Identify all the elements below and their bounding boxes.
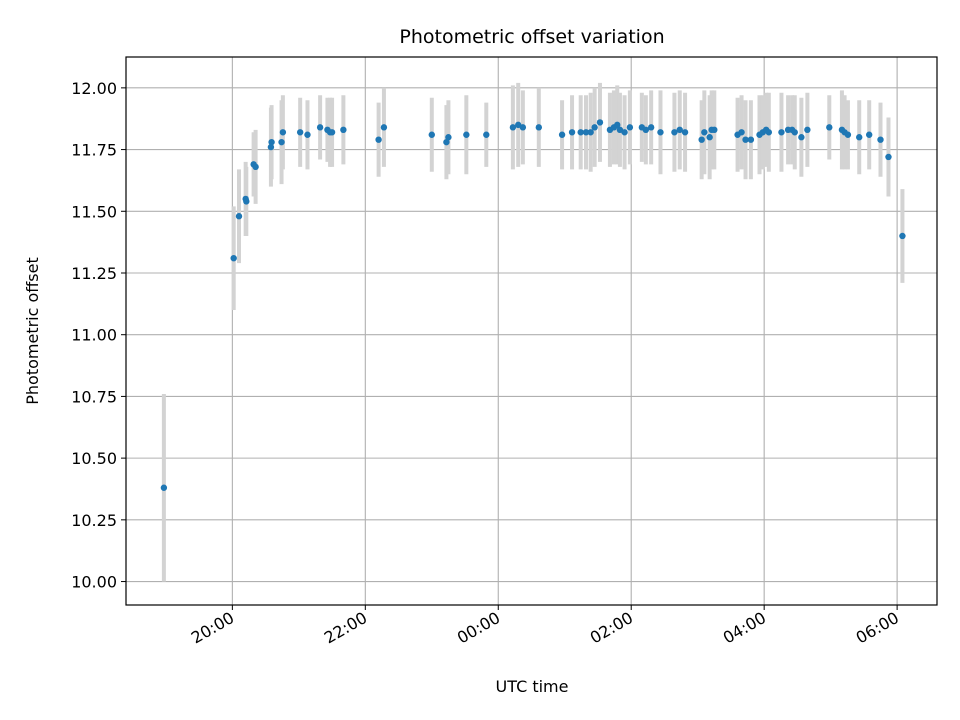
data-point bbox=[596, 119, 604, 126]
y-tick-label: 10.75 bbox=[71, 387, 117, 406]
data-point bbox=[268, 138, 275, 146]
data-point bbox=[676, 126, 683, 134]
data-point bbox=[483, 131, 490, 138]
data-point bbox=[582, 129, 590, 136]
data-point bbox=[267, 143, 275, 151]
data-point bbox=[252, 163, 259, 171]
data-point bbox=[701, 129, 708, 136]
data-point bbox=[747, 136, 755, 143]
data-point bbox=[657, 129, 664, 136]
data-point bbox=[577, 129, 584, 136]
chart-title: Photometric offset variation bbox=[399, 26, 664, 48]
y-tick-label: 10.00 bbox=[71, 573, 117, 592]
data-point bbox=[791, 129, 798, 136]
x-tick-label: 04:00 bbox=[720, 608, 769, 648]
plot-frame bbox=[125, 56, 938, 606]
data-point bbox=[647, 124, 655, 131]
data-point bbox=[243, 198, 250, 205]
data-point bbox=[568, 129, 576, 136]
data-point bbox=[443, 138, 450, 146]
data-point bbox=[899, 232, 906, 240]
y-tick-label: 10.25 bbox=[71, 511, 117, 530]
data-points bbox=[160, 119, 906, 491]
x-tick-label: 20:00 bbox=[188, 608, 237, 648]
data-point bbox=[711, 126, 718, 134]
data-point bbox=[698, 136, 705, 143]
data-point bbox=[535, 124, 543, 131]
data-point bbox=[519, 124, 527, 131]
data-point bbox=[463, 131, 470, 138]
data-point bbox=[885, 153, 892, 161]
data-point bbox=[626, 124, 634, 131]
data-point bbox=[235, 213, 243, 220]
data-point bbox=[738, 129, 745, 136]
y-tick-label: 11.25 bbox=[71, 264, 117, 283]
data-point bbox=[296, 129, 304, 136]
data-point bbox=[804, 126, 811, 134]
x-tick-label: 02:00 bbox=[587, 608, 636, 648]
data-point bbox=[316, 124, 324, 131]
data-point bbox=[445, 134, 452, 141]
data-point bbox=[621, 129, 628, 136]
x-tick-label: 22:00 bbox=[321, 608, 370, 648]
data-point bbox=[380, 124, 388, 131]
error-bars bbox=[161, 82, 905, 582]
data-point bbox=[798, 134, 805, 141]
data-point bbox=[279, 129, 287, 136]
y-axis-label: Photometric offset bbox=[23, 257, 42, 405]
x-axis-label: UTC time bbox=[496, 677, 569, 696]
x-tick-label: 00:00 bbox=[454, 608, 503, 648]
data-point bbox=[642, 126, 650, 134]
data-point bbox=[340, 126, 347, 134]
y-tick-label: 11.50 bbox=[71, 202, 117, 221]
data-point bbox=[558, 131, 566, 138]
data-point bbox=[826, 124, 833, 131]
y-tick-label: 10.50 bbox=[71, 449, 117, 468]
x-axis: 20:00 22:00 00:00 02:00 04:00 06:00 bbox=[188, 605, 902, 648]
data-point bbox=[278, 138, 285, 146]
y-tick-label: 11.00 bbox=[71, 326, 117, 345]
data-point bbox=[591, 124, 598, 131]
data-point bbox=[877, 136, 884, 143]
data-point bbox=[856, 134, 863, 141]
data-point bbox=[304, 131, 311, 138]
data-point bbox=[765, 129, 773, 136]
grid-lines bbox=[126, 57, 937, 605]
data-point bbox=[375, 136, 382, 143]
data-point bbox=[844, 131, 852, 138]
data-point bbox=[681, 129, 689, 136]
data-point bbox=[706, 134, 713, 141]
y-tick-label: 12.00 bbox=[71, 79, 117, 98]
data-point bbox=[778, 129, 785, 136]
data-point bbox=[509, 124, 517, 131]
data-point bbox=[614, 121, 621, 129]
data-point bbox=[865, 131, 873, 138]
data-point bbox=[328, 129, 336, 136]
x-tick-label: 06:00 bbox=[853, 608, 902, 648]
data-point bbox=[428, 131, 435, 138]
data-point bbox=[160, 484, 168, 491]
data-point bbox=[230, 254, 237, 262]
y-tick-label: 11.75 bbox=[71, 141, 117, 160]
data-point bbox=[671, 129, 678, 136]
y-axis: 10.00 10.25 10.50 10.75 11.00 11.25 11.50 11.75… bbox=[71, 79, 126, 592]
data-point bbox=[587, 129, 594, 136]
data-point bbox=[742, 136, 749, 143]
